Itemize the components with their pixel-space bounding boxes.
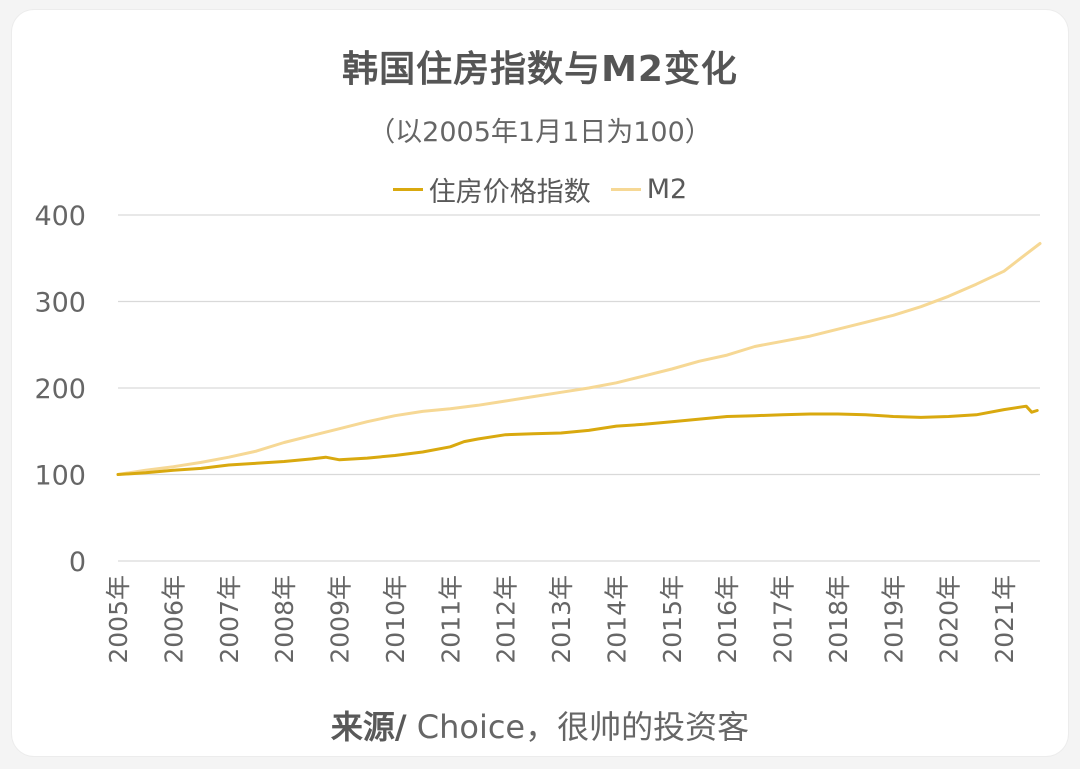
series-line-housing [116, 404, 1039, 476]
x-tick-label: 2018年 [824, 575, 853, 664]
x-tick-label: 2009年 [326, 575, 355, 664]
x-tick-label: 2016年 [713, 575, 742, 664]
x-tick-label: 2017年 [769, 575, 798, 664]
source-text: Choice，很帅的投资客 [406, 708, 750, 746]
chart-card [12, 10, 1068, 756]
y-tick-label: 200 [34, 374, 86, 405]
series-line-m2 [116, 242, 1042, 476]
x-tick-label: 2015年 [658, 575, 687, 664]
x-tick-label: 2005年 [104, 575, 133, 664]
source-label: 来源/ [330, 708, 407, 746]
x-tick-label: 2012年 [492, 575, 521, 664]
x-tick-label: 2020年 [935, 575, 964, 664]
y-tick-label: 100 [34, 461, 86, 492]
legend-label-m2: M2 [646, 174, 688, 205]
x-tick-label: 2010年 [381, 575, 410, 664]
x-tick-label: 2006年 [159, 575, 188, 664]
y-tick-label: 0 [69, 547, 86, 578]
chart-subtitle: （以2005年1月1日为100） [368, 117, 712, 148]
x-tick-label: 2021年 [990, 575, 1019, 664]
legend-label-housing: 住房价格指数 [428, 177, 591, 208]
x-tick-label: 2007年 [215, 575, 244, 664]
legend-item-m2: M2 [610, 174, 688, 205]
source-note: 来源/ Choice，很帅的投资客 [0, 702, 1080, 748]
x-axis-ticks: 2005年 2006年 2007年 2008年 2009年 2010年 2011年 2012年… [104, 575, 1019, 664]
legend-item-housing: 住房价格指数 [392, 170, 591, 209]
y-tick-label: 400 [34, 201, 86, 232]
x-tick-label: 2008年 [270, 575, 299, 664]
x-tick-label: 2014年 [602, 575, 631, 664]
legend-swatch-m2 [610, 188, 641, 191]
legend: 住房价格指数 M2 [0, 170, 1080, 209]
x-tick-label: 2019年 [879, 575, 908, 664]
y-tick-label: 300 [34, 288, 86, 319]
legend-swatch-housing [392, 188, 423, 191]
x-tick-label: 2013年 [547, 575, 576, 664]
chart-title: 韩国住房指数与M2变化 [342, 49, 738, 90]
y-axis-ticks: 0 100 200 300 400 [34, 201, 86, 578]
series-lines [116, 242, 1042, 476]
x-tick-label: 2011年 [436, 575, 465, 664]
